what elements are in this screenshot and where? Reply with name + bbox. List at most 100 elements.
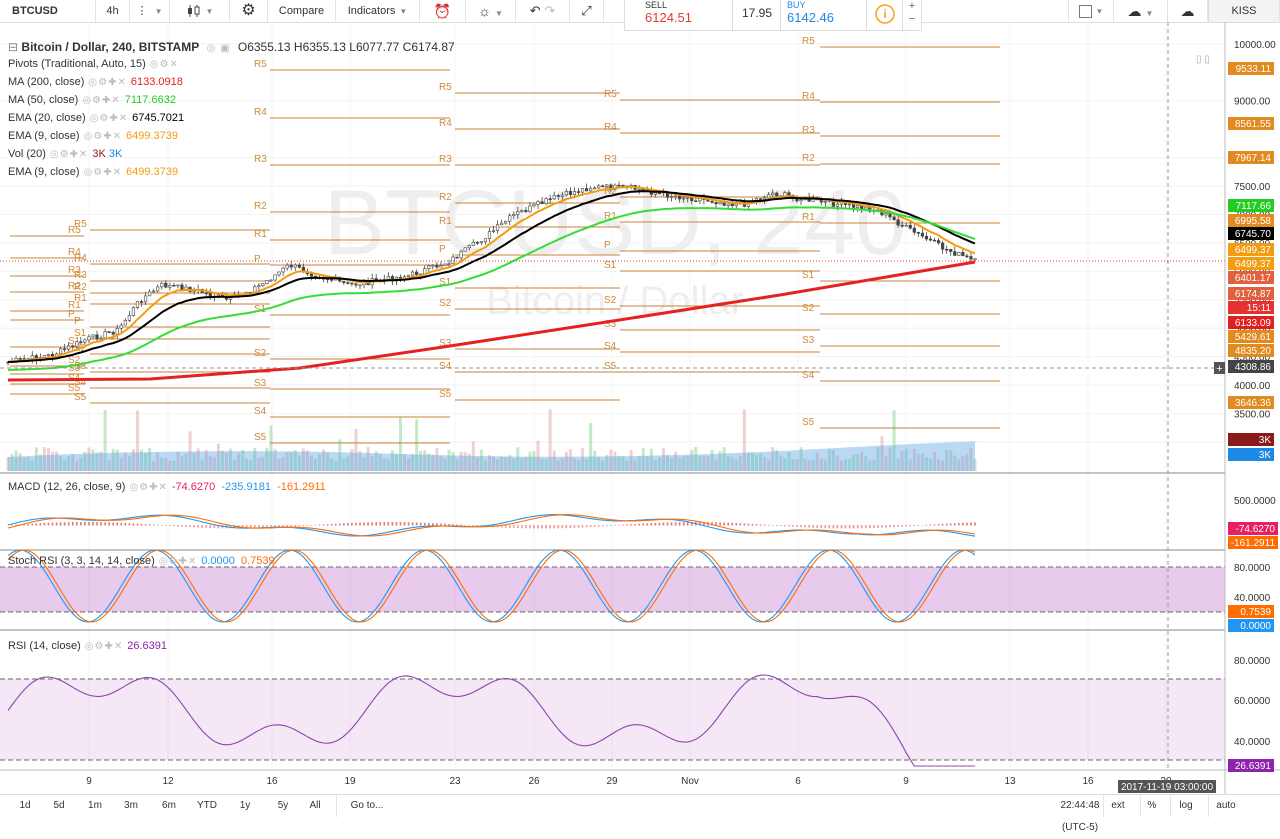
macd-histogram-bar — [391, 522, 394, 526]
legend-controls[interactable]: ◎⚙✚✕ — [158, 556, 198, 567]
range-1y[interactable]: 1y — [239, 800, 251, 811]
volume-bar — [467, 453, 471, 471]
macd-histogram-bar — [379, 522, 382, 526]
range-5d[interactable]: 5d — [53, 800, 65, 811]
volume-bar — [156, 452, 160, 471]
legend-macd[interactable]: MACD (12, 26, close, 9) ◎⚙✚✕ -74.6270 -235… — [8, 481, 326, 493]
volume-bar — [14, 450, 18, 471]
range-5y[interactable]: 5y — [277, 800, 289, 811]
candle-body — [297, 264, 301, 268]
volume-bar — [435, 448, 439, 471]
quantity-stepper[interactable]: + − — [902, 0, 922, 31]
interval-more-button[interactable]: ⋮ ▼ — [130, 0, 170, 22]
range-1m[interactable]: 1m — [88, 800, 102, 811]
chart-canvas[interactable]: BTCUSD, 240 Bitcoin / Dollar R5R4R3R2R1P… — [0, 22, 1280, 794]
volume-bar — [475, 457, 479, 471]
volume-bar — [411, 454, 415, 471]
macd-histogram-bar — [553, 525, 556, 529]
candle-body — [657, 192, 662, 195]
volume-label: Vol (20) — [8, 148, 46, 160]
drawing-tools-button[interactable]: ☼ ▼ — [466, 0, 516, 22]
cloud-save-button[interactable]: ☁ — [1168, 0, 1208, 22]
macd-axis-label: 500.0000 — [1234, 496, 1276, 507]
chart-style-button[interactable]: ▼ — [170, 0, 230, 22]
candle-body — [83, 339, 87, 343]
goto-button[interactable]: Go to... — [336, 795, 397, 817]
volume-bar — [520, 458, 524, 471]
legend-ema20[interactable]: EMA (20, close) ◎⚙✚✕ 6745.7021 — [8, 112, 184, 124]
candle-body — [686, 196, 690, 199]
candle-body — [787, 192, 791, 196]
legend-ema9-b[interactable]: EMA (9, close) ◎⚙✚✕ 6499.3739 — [8, 166, 178, 178]
volume-bar — [755, 454, 759, 471]
kiss-button[interactable]: KISS — [1208, 0, 1280, 22]
macd-histogram-bar — [873, 525, 875, 529]
interval-select[interactable]: 4h — [96, 0, 130, 22]
legend-controls[interactable]: ◎⚙✚✕ — [89, 113, 129, 124]
plus-icon[interactable]: + — [908, 0, 916, 12]
pivot-label: S5 — [802, 417, 815, 428]
legend-controls[interactable]: ◎⚙✚✕ — [84, 641, 124, 652]
pane-controls[interactable]: ▯ ▯ — [1196, 54, 1210, 65]
settings-button[interactable]: ⚙ — [230, 0, 268, 22]
range-1d[interactable]: 1d — [19, 800, 31, 811]
candle-body — [856, 205, 860, 208]
volume-bar — [702, 456, 706, 471]
sell-label: SELL — [645, 0, 668, 10]
buy-button[interactable]: BUY 6142.46 — [780, 0, 868, 31]
compare-button[interactable]: Compare — [268, 0, 336, 22]
legend-controls[interactable]: ◎⚙✚✕ — [83, 131, 122, 142]
legend-controls[interactable]: ◎ ▣ — [206, 43, 231, 54]
fullscreen-button[interactable]: ⤢ — [570, 0, 604, 22]
collapse-icon[interactable]: ⊟ — [8, 40, 19, 54]
undo-icon[interactable]: ↶ — [529, 3, 541, 18]
legend-pivots[interactable]: Pivots (Traditional, Auto, 15) ◎⚙✕ — [8, 58, 183, 70]
symbol-search[interactable]: BTCUSD — [0, 0, 96, 22]
cloud-load-button[interactable]: ☁ ▼ — [1114, 0, 1168, 22]
layout-button[interactable]: ▼ — [1068, 0, 1114, 22]
pivot-label: R5 — [254, 59, 267, 70]
range-all[interactable]: All — [309, 800, 321, 811]
candle-body — [767, 194, 771, 199]
legend-rsi[interactable]: RSI (14, close) ◎⚙✚✕ 26.6391 — [8, 640, 167, 652]
volume-bar — [645, 456, 649, 471]
price-axis-badge-text: 7967.14 — [1235, 153, 1272, 164]
range-6m[interactable]: 6m — [162, 800, 176, 811]
auto-toggle[interactable]: auto — [1208, 795, 1243, 817]
log-toggle[interactable]: log — [1170, 795, 1201, 817]
candle-body — [79, 341, 83, 343]
price-axis[interactable]: 10000.009000.008000.007500.007000.006500… — [1214, 40, 1278, 772]
macd-histogram-bar — [958, 522, 960, 526]
legend-controls[interactable]: ◎⚙✚✕ — [49, 149, 89, 160]
alert-button[interactable]: ⏰ — [420, 0, 466, 22]
legend-controls[interactable]: ◎⚙✕ — [149, 59, 179, 70]
candle-body — [892, 216, 896, 221]
legend-controls[interactable]: ◎⚙✚✕ — [129, 482, 168, 493]
pivot-label: S4 — [254, 406, 267, 417]
legend-ema9[interactable]: EMA (9, close) ◎⚙✚✕ 6499.3739 — [8, 130, 178, 142]
candle-body — [95, 334, 99, 340]
ext-toggle[interactable]: ext — [1103, 795, 1132, 817]
volume-bar — [969, 447, 973, 471]
candle-body — [475, 241, 479, 244]
legend-ma50[interactable]: MA (50, close) ◎⚙✚✕ 7117.6632 — [8, 94, 176, 106]
legend-controls[interactable]: ◎⚙✚✕ — [88, 77, 127, 88]
stoch-axis-badge-text: 0.0000 — [1240, 621, 1271, 632]
time-axis[interactable]: 9121619232629Nov691316202017-11-19 03:00… — [86, 776, 1216, 793]
legend-ma200[interactable]: MA (200, close) ◎⚙✚✕ 6133.0918 — [8, 76, 183, 88]
macd-histogram-bar — [67, 522, 70, 526]
volume-bar — [799, 447, 803, 471]
legend-stoch[interactable]: Stoch RSI (3, 3, 14, 14, close) ◎⚙✚✕ 0.000… — [8, 555, 275, 567]
range-ytd[interactable]: YTD — [197, 800, 217, 811]
legend-controls[interactable]: ◎⚙✚✕ — [83, 167, 122, 178]
redo-icon[interactable]: ↷ — [544, 3, 556, 18]
indicators-button[interactable]: Indicators ▼ — [336, 0, 420, 22]
range-3m[interactable]: 3m — [124, 800, 138, 811]
price-axis-badge-text: 6745.70 — [1235, 229, 1272, 240]
volume-bar — [370, 456, 374, 471]
legend-controls[interactable]: ◎⚙✚✕ — [82, 95, 121, 106]
volume-bar — [455, 459, 459, 471]
legend-volume[interactable]: Vol (20) ◎⚙✚✕ 3K 3K — [8, 148, 122, 160]
minus-icon[interactable]: − — [908, 13, 916, 25]
percent-toggle[interactable]: % — [1140, 795, 1163, 817]
